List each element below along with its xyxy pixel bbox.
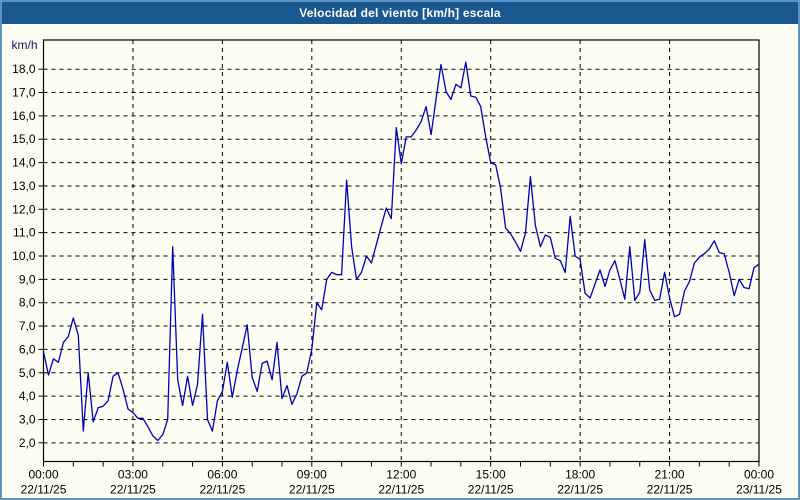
x-tick-date-label: 22/11/25 bbox=[557, 483, 603, 497]
y-tick-label: 4,0 bbox=[19, 389, 36, 403]
y-tick-label: 2,0 bbox=[19, 436, 36, 450]
x-tick-date-label: 23/11/25 bbox=[736, 483, 782, 497]
y-tick-label: 6,0 bbox=[19, 342, 36, 356]
x-tick-time-label: 21:00 bbox=[655, 468, 685, 482]
y-tick-label: 11,0 bbox=[13, 226, 36, 240]
x-tick-time-label: 09:00 bbox=[297, 468, 327, 482]
x-tick-date-label: 22/11/25 bbox=[378, 483, 424, 497]
x-tick-time-label: 12:00 bbox=[386, 468, 416, 482]
x-tick-date-label: 22/11/25 bbox=[647, 483, 693, 497]
y-tick-label: 14,0 bbox=[12, 156, 36, 170]
wind-speed-line bbox=[42, 61, 760, 442]
x-tick-time-label: 00:00 bbox=[744, 468, 774, 482]
x-tick-date-label: 22/11/25 bbox=[110, 483, 156, 497]
y-tick-label: 15,0 bbox=[12, 132, 36, 146]
x-tick-time-label: 18:00 bbox=[565, 468, 595, 482]
x-tick-date-label: 22/11/25 bbox=[289, 483, 335, 497]
x-tick-time-label: 15:00 bbox=[476, 468, 506, 482]
x-tick-time-label: 00:00 bbox=[28, 468, 58, 482]
window-title: Velocidad del viento [km/h] escala bbox=[2, 2, 798, 24]
y-tick-label: 10,0 bbox=[12, 249, 36, 263]
y-tick-label: 13,0 bbox=[12, 179, 36, 193]
x-tick-date-label: 22/11/25 bbox=[199, 483, 245, 497]
y-tick-label: 16,0 bbox=[12, 109, 36, 123]
y-tick-label: 7,0 bbox=[19, 319, 36, 333]
x-tick-date-label: 22/11/25 bbox=[468, 483, 514, 497]
y-axis-unit-label: km/h bbox=[11, 38, 37, 52]
y-tick-label: 5,0 bbox=[19, 366, 36, 380]
x-tick-time-label: 06:00 bbox=[207, 468, 237, 482]
y-tick-label: 18,0 bbox=[12, 62, 36, 76]
y-tick-label: 9,0 bbox=[19, 272, 36, 286]
y-tick-label: 8,0 bbox=[19, 296, 36, 310]
x-tick-date-label: 22/11/25 bbox=[21, 483, 67, 497]
x-tick-time-label: 03:00 bbox=[118, 468, 148, 482]
y-tick-label: 17,0 bbox=[12, 86, 36, 100]
y-tick-label: 12,0 bbox=[12, 202, 36, 216]
y-tick-label: 3,0 bbox=[19, 412, 36, 426]
